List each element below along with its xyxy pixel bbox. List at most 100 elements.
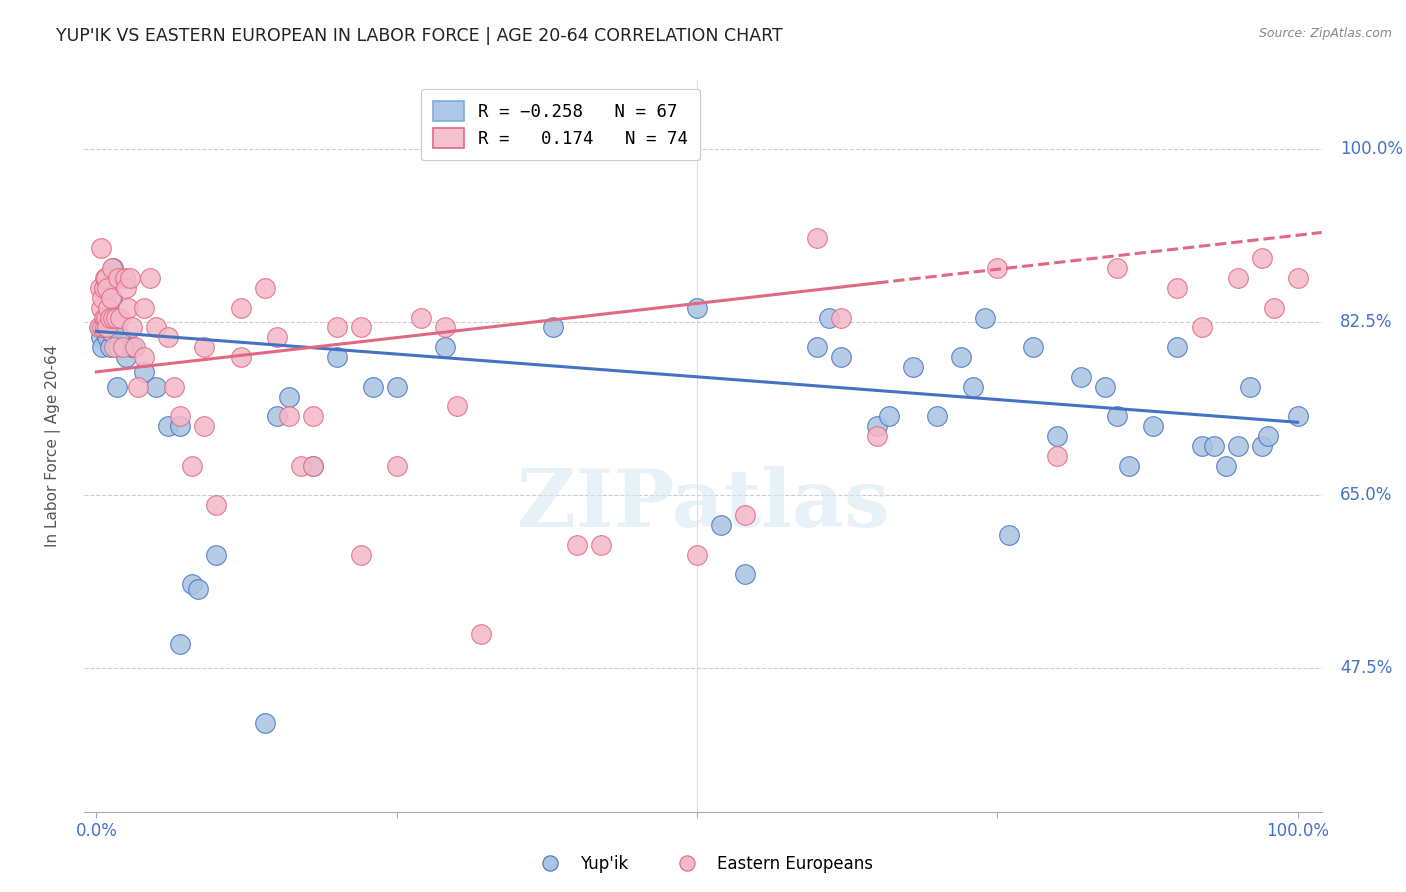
Point [115, 350, 138, 364]
Point [877, 409, 900, 424]
Point [169, 637, 191, 651]
Point [87, 320, 110, 334]
Point [94, 310, 117, 325]
Point [205, 498, 228, 512]
Text: Source: ZipAtlas.com: Source: ZipAtlas.com [1258, 27, 1392, 40]
Point [104, 310, 127, 325]
Point [1263, 301, 1285, 315]
Point [100, 291, 122, 305]
Point [1286, 409, 1309, 424]
Point [830, 350, 852, 364]
Point [301, 458, 323, 473]
Point [134, 301, 156, 315]
Point [301, 458, 323, 473]
Point [325, 320, 347, 334]
Point [253, 715, 276, 730]
Point [104, 320, 127, 334]
Point [446, 400, 468, 414]
Point [121, 320, 143, 334]
Point [181, 458, 204, 473]
Text: ZIPatlas: ZIPatlas [517, 466, 889, 543]
Point [950, 350, 973, 364]
Point [91, 320, 114, 334]
Point [1286, 271, 1309, 285]
Point [94, 271, 117, 285]
Point [710, 518, 733, 533]
Point [97, 320, 120, 334]
Legend: Yup'ik, Eastern Europeans: Yup'ik, Eastern Europeans [527, 848, 879, 880]
Point [91, 340, 114, 354]
Point [114, 271, 136, 285]
Point [94, 271, 117, 285]
Point [90, 241, 112, 255]
Point [103, 310, 125, 325]
Point [350, 320, 373, 334]
Point [1191, 320, 1213, 334]
Point [806, 231, 828, 245]
Point [96, 281, 118, 295]
Point [94, 315, 117, 329]
Point [686, 548, 709, 562]
Point [145, 380, 167, 394]
Point [290, 458, 312, 473]
Point [89, 320, 111, 334]
Point [193, 419, 215, 434]
Point [93, 281, 115, 295]
Point [974, 310, 997, 325]
Point [93, 320, 115, 334]
Point [1250, 251, 1272, 265]
Point [1046, 429, 1069, 443]
Text: 82.5%: 82.5% [1340, 313, 1393, 332]
Point [111, 340, 134, 354]
Point [589, 538, 612, 552]
Point [187, 582, 209, 597]
Point [1166, 281, 1188, 295]
Point [806, 340, 828, 354]
Point [124, 340, 146, 354]
Point [98, 310, 121, 325]
Point [97, 301, 120, 315]
Point [205, 548, 228, 562]
Text: 47.5%: 47.5% [1340, 659, 1392, 677]
Point [433, 320, 456, 334]
Point [94, 326, 117, 340]
Point [181, 577, 204, 591]
Point [98, 340, 121, 354]
Point [101, 261, 124, 276]
Point [1250, 439, 1272, 453]
Point [866, 429, 889, 443]
Point [107, 271, 129, 285]
Point [998, 528, 1021, 542]
Point [134, 350, 156, 364]
Text: YUP'IK VS EASTERN EUROPEAN IN LABOR FORCE | AGE 20-64 CORRELATION CHART: YUP'IK VS EASTERN EUROPEAN IN LABOR FORC… [56, 27, 783, 45]
Point [1107, 409, 1129, 424]
Point [830, 310, 852, 325]
Point [193, 340, 215, 354]
Point [818, 310, 841, 325]
Legend: R = −0.258   N = 67, R =   0.174   N = 74: R = −0.258 N = 67, R = 0.174 N = 74 [420, 89, 700, 161]
Point [1257, 429, 1279, 443]
Point [110, 310, 132, 325]
Point [565, 538, 588, 552]
Point [1094, 380, 1116, 394]
Point [301, 409, 323, 424]
Point [101, 271, 124, 285]
Point [1166, 340, 1188, 354]
Text: 100.0%: 100.0% [1340, 140, 1403, 159]
Point [986, 261, 1008, 276]
Point [903, 359, 925, 374]
Point [163, 380, 186, 394]
Point [169, 409, 191, 424]
Point [89, 281, 111, 295]
Point [121, 340, 143, 354]
Point [361, 380, 384, 394]
Point [266, 409, 288, 424]
Point [385, 380, 408, 394]
Point [145, 320, 167, 334]
Point [96, 320, 118, 334]
Point [117, 301, 139, 315]
Point [101, 291, 124, 305]
Point [90, 301, 112, 315]
Point [90, 330, 112, 344]
Point [134, 365, 156, 379]
